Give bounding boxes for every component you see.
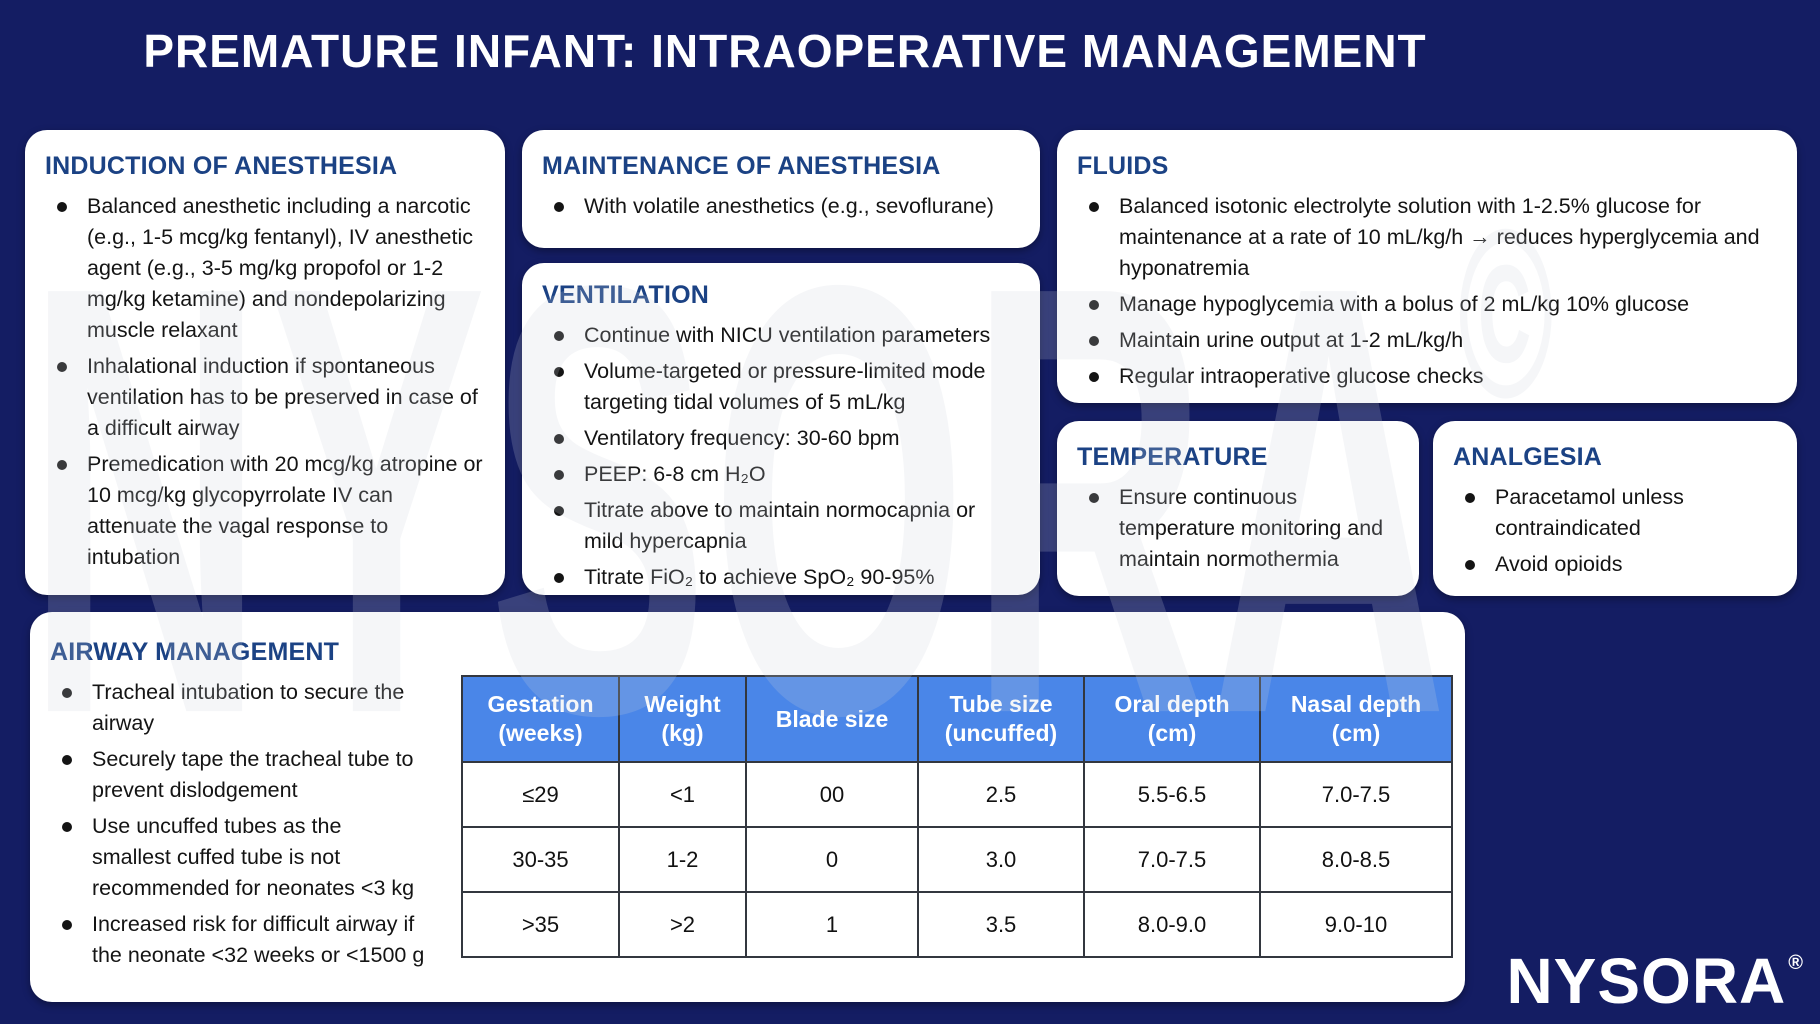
bullet-item: Maintain urine output at 1-2 mL/kg/h [1075, 325, 1777, 356]
card-analgesia-bullets: Paracetamol unless contraindicated Avoid… [1451, 482, 1783, 580]
table-header-weight: Weight (kg) [618, 675, 747, 763]
card-temperature-title: TEMPERATURE [1077, 443, 1268, 471]
card-induction-title: INDUCTION OF ANESTHESIA [45, 152, 398, 180]
card-fluids: FLUIDS Balanced isotonic electrolyte sol… [1057, 130, 1797, 403]
bullet-item: Use uncuffed tubes as the smallest cuffe… [48, 811, 426, 904]
table-header-nasal-depth: Nasal depth (cm) [1259, 675, 1453, 763]
table-cell: >2 [618, 891, 747, 958]
table-cell: ≤29 [461, 761, 620, 828]
bullet-item: PEEP: 6-8 cm H₂O [540, 459, 1020, 490]
table-cell: 2.5 [917, 761, 1085, 828]
table-cell: 1 [745, 891, 919, 958]
table-cell: 0 [745, 826, 919, 893]
bullet-item: Inhalational induction if spontaneous ve… [43, 351, 485, 444]
table-cell: >35 [461, 891, 620, 958]
table-cell: 9.0-10 [1259, 891, 1453, 958]
bullet-item: Continue with NICU ventilation parameter… [540, 320, 1020, 351]
table-header-oral-depth: Oral depth (cm) [1083, 675, 1261, 763]
card-ventilation-bullets: Continue with NICU ventilation parameter… [540, 320, 1020, 593]
bullet-item: Titrate FiO₂ to achieve SpO₂ 90-95% [540, 562, 1020, 593]
table-cell: 8.0-9.0 [1083, 891, 1261, 958]
bullet-item: Increased risk for difficult airway if t… [48, 909, 426, 971]
table-cell: 3.5 [917, 891, 1085, 958]
card-ventilation-title: VENTILATION [542, 281, 710, 309]
intubation-parameters-table: Gestation (weeks) Weight (kg) Blade size… [461, 675, 1453, 958]
card-induction-of-anesthesia: INDUCTION OF ANESTHESIA Balanced anesthe… [25, 130, 505, 595]
bullet-item: Ventilatory frequency: 30-60 bpm [540, 423, 1020, 454]
bullet-item: Paracetamol unless contraindicated [1451, 482, 1783, 544]
card-induction-bullets: Balanced anesthetic including a narcotic… [43, 191, 485, 573]
bullet-item: Balanced isotonic electrolyte solution w… [1075, 191, 1777, 284]
card-fluids-bullets: Balanced isotonic electrolyte solution w… [1075, 191, 1777, 392]
bullet-item: Ensure continuous temperature monitoring… [1075, 482, 1405, 575]
nysora-logo: NYSORA ® [1506, 944, 1804, 1018]
card-fluids-title: FLUIDS [1077, 152, 1169, 180]
bullet-item: Manage hypoglycemia with a bolus of 2 mL… [1075, 289, 1777, 320]
table-cell: 00 [745, 761, 919, 828]
page-title: PREMATURE INFANT: INTRAOPERATIVE MANAGEM… [143, 25, 1427, 77]
card-maintenance-bullets: With volatile anesthetics (e.g., sevoflu… [540, 191, 1020, 222]
table-header-tube-size: Tube size (uncuffed) [917, 675, 1085, 763]
table-header-gestation: Gestation (weeks) [461, 675, 620, 763]
card-temperature-bullets: Ensure continuous temperature monitoring… [1075, 482, 1405, 575]
bullet-item: Premedication with 20 mcg/kg atropine or… [43, 449, 485, 573]
table-header-blade-size: Blade size [745, 675, 919, 763]
table-cell: 5.5-6.5 [1083, 761, 1261, 828]
bullet-item: Avoid opioids [1451, 549, 1783, 580]
table-header-row: Gestation (weeks) Weight (kg) Blade size… [461, 675, 1453, 763]
table-row: 30-35 1-2 0 3.0 7.0-7.5 8.0-8.5 [461, 826, 1453, 893]
card-airway-title: AIRWAY MANAGEMENT [50, 638, 340, 666]
bullet-item: Volume-targeted or pressure-limited mode… [540, 356, 1020, 418]
bullet-item: Securely tape the tracheal tube to preve… [48, 744, 426, 806]
card-airway-management: AIRWAY MANAGEMENT Tracheal intubation to… [30, 612, 1465, 1002]
bullet-item: Titrate above to maintain normocapnia or… [540, 495, 1020, 557]
bullet-item: With volatile anesthetics (e.g., sevoflu… [540, 191, 1020, 222]
table-cell: 7.0-7.5 [1259, 761, 1453, 828]
bullet-item: Balanced anesthetic including a narcotic… [43, 191, 485, 346]
card-maintenance-of-anesthesia: MAINTENANCE OF ANESTHESIA With volatile … [522, 130, 1040, 248]
table-cell: 7.0-7.5 [1083, 826, 1261, 893]
table-cell: 30-35 [461, 826, 620, 893]
table-cell: <1 [618, 761, 747, 828]
card-ventilation: VENTILATION Continue with NICU ventilati… [522, 263, 1040, 595]
table-cell: 8.0-8.5 [1259, 826, 1453, 893]
card-maintenance-title: MAINTENANCE OF ANESTHESIA [542, 152, 941, 180]
card-temperature: TEMPERATURE Ensure continuous temperatur… [1057, 421, 1419, 596]
nysora-logo-text: NYSORA [1506, 945, 1787, 1017]
bullet-item: Tracheal intubation to secure the airway [48, 677, 426, 739]
table-row: >35 >2 1 3.5 8.0-9.0 9.0-10 [461, 891, 1453, 958]
card-analgesia: ANALGESIA Paracetamol unless contraindic… [1433, 421, 1797, 596]
table-cell: 3.0 [917, 826, 1085, 893]
registered-trademark-icon: ® [1788, 952, 1804, 974]
card-airway-bullets: Tracheal intubation to secure the airway… [48, 677, 426, 971]
bullet-item: Regular intraoperative glucose checks [1075, 361, 1777, 392]
card-analgesia-title: ANALGESIA [1453, 443, 1603, 471]
table-row: ≤29 <1 00 2.5 5.5-6.5 7.0-7.5 [461, 761, 1453, 828]
table-cell: 1-2 [618, 826, 747, 893]
